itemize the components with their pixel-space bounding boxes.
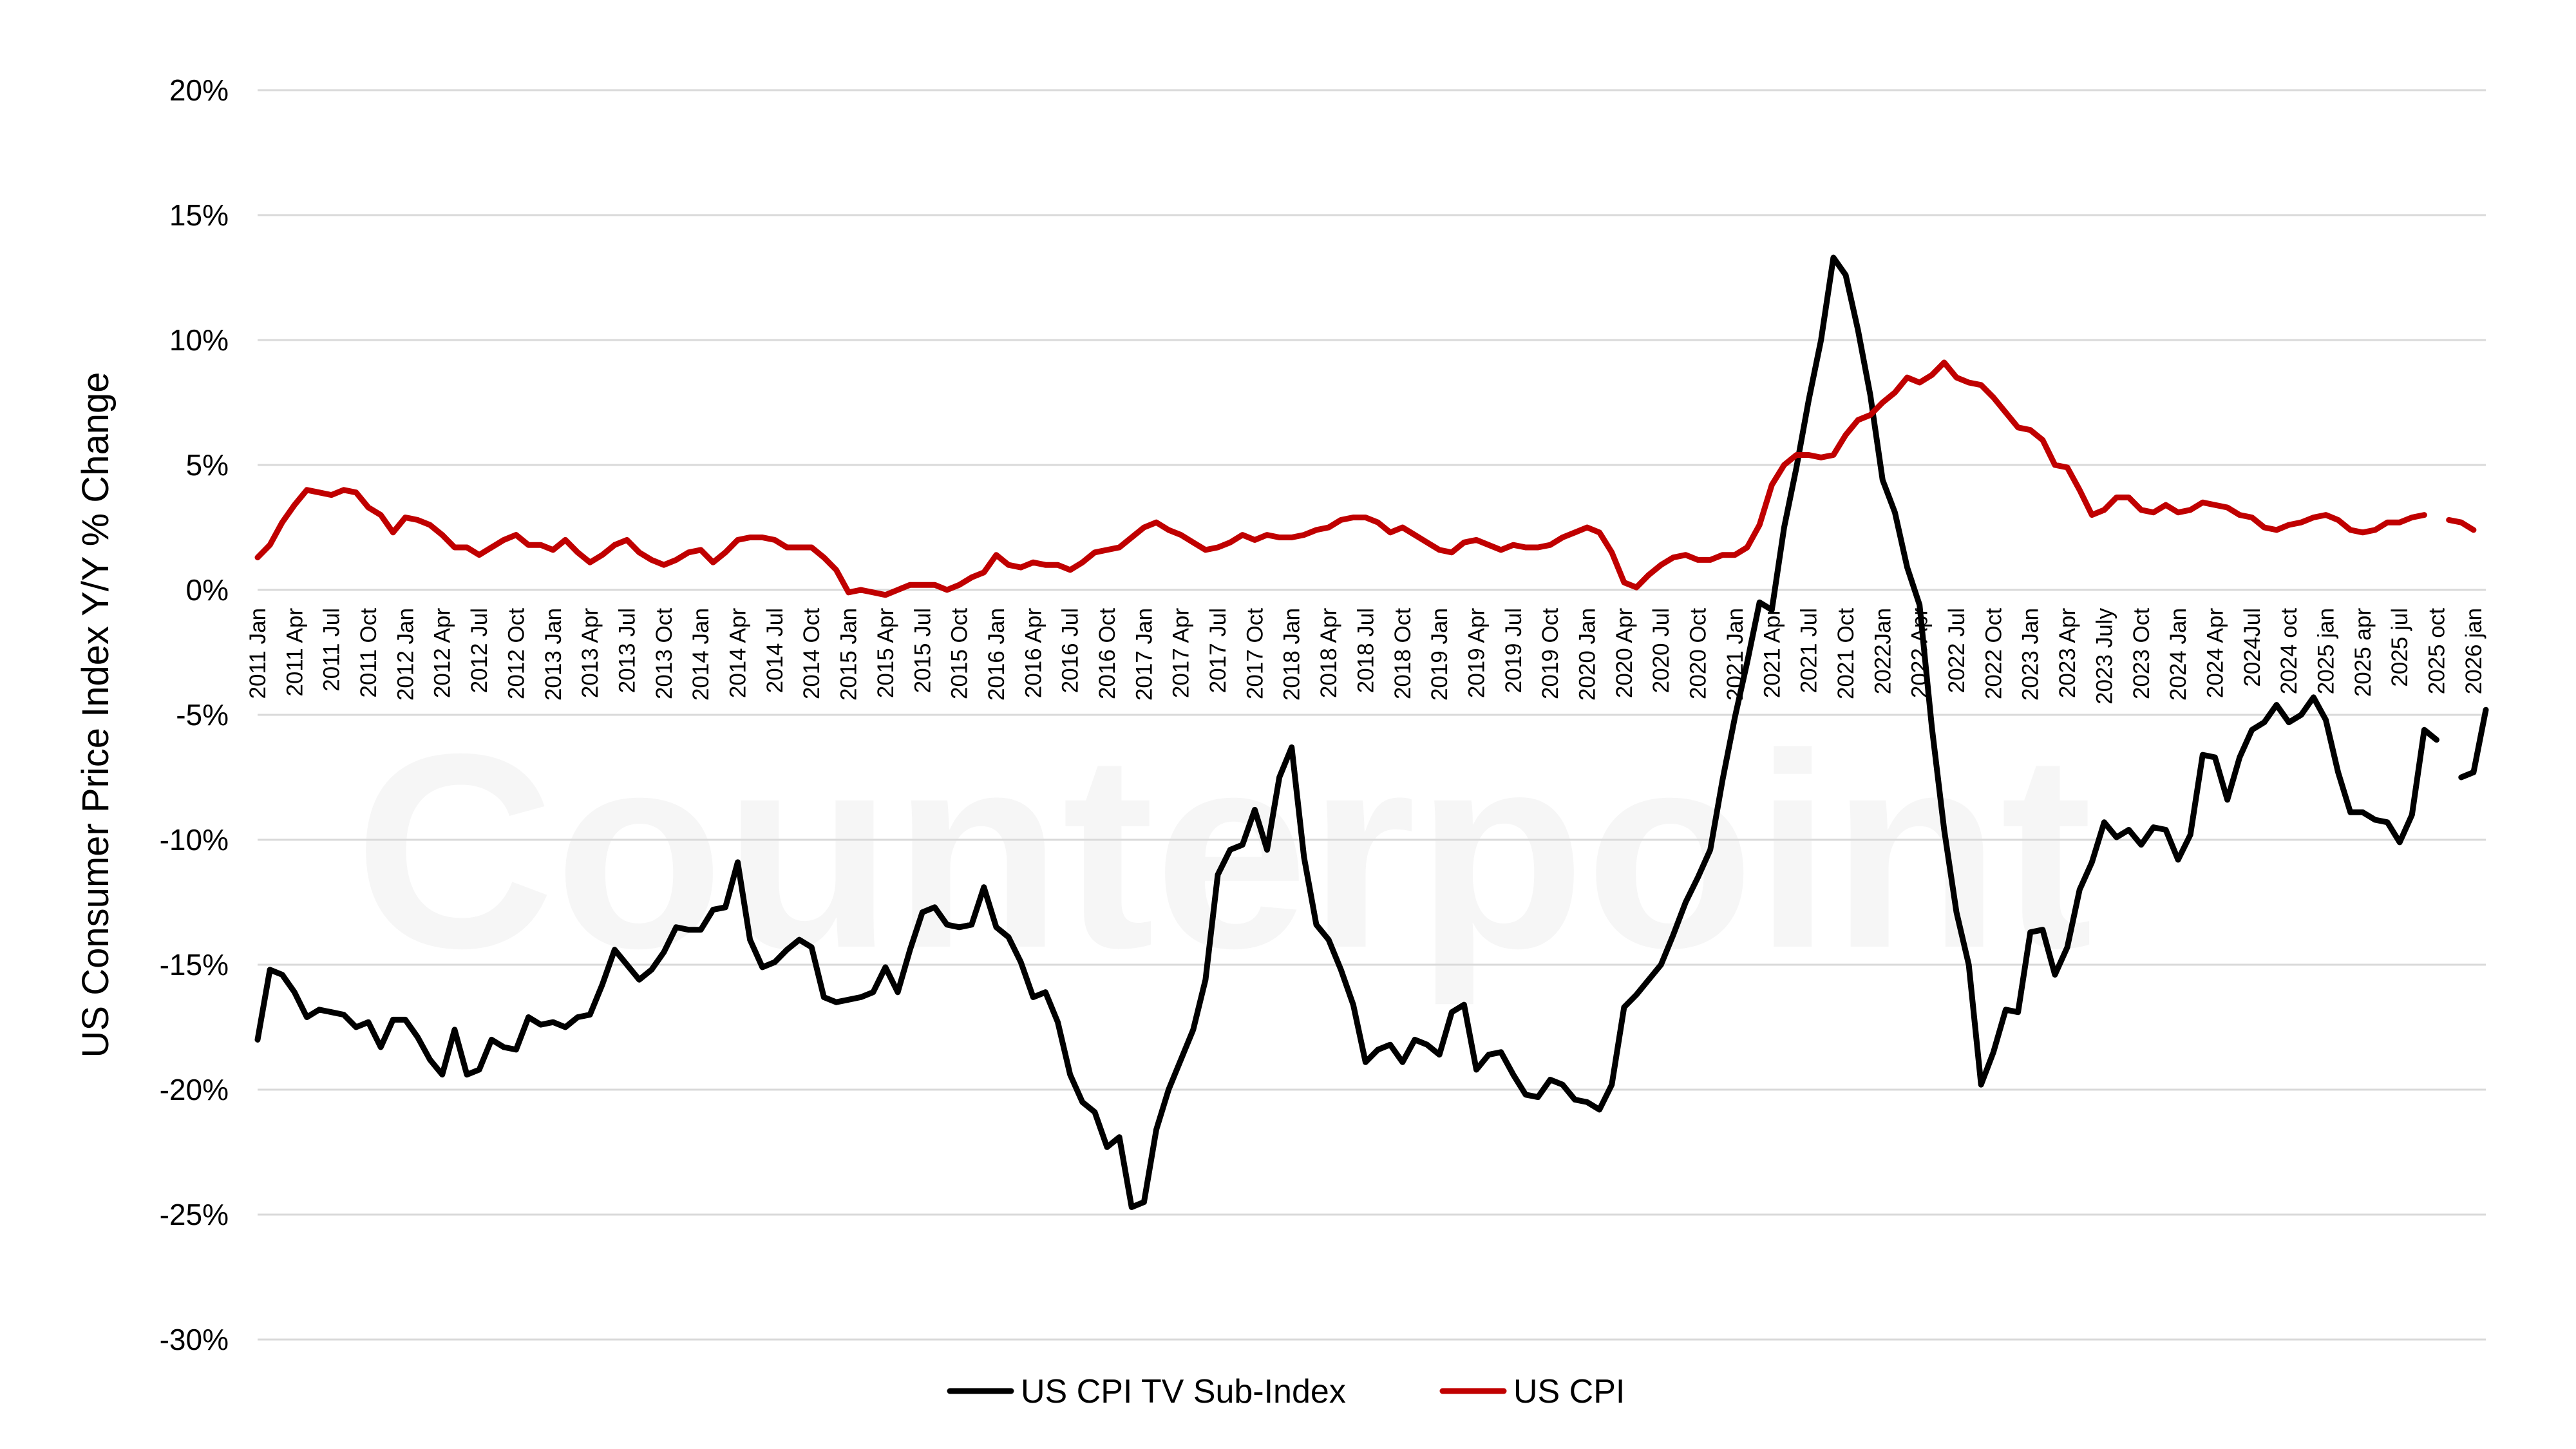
x-tick-label: 2012 Jan [393, 608, 418, 701]
y-tick-label: 5% [186, 448, 229, 482]
x-tick-label: 2011 Apr [282, 608, 307, 697]
y-tick-label: -10% [160, 823, 229, 857]
x-tick-label: 2021 Apr [1759, 608, 1785, 698]
x-tick-label: 2014 Oct [799, 608, 824, 699]
x-tick-label: 2022Jan [1870, 608, 1895, 694]
x-tick-label: 2018 Oct [1390, 608, 1416, 699]
y-tick-label: 20% [169, 73, 229, 107]
x-tick-label: 2015 Jul [910, 608, 935, 693]
x-tick-label: 2013 Jul [614, 608, 639, 693]
x-tick-label: 2021 Jul [1797, 608, 1822, 693]
x-tick-label: 2012 Apr [430, 608, 455, 698]
y-axis-ticks: 20% 15% 10% 5% 0% -5% -10% -15% -20% -25% -30% [160, 73, 229, 1356]
x-tick-label: 2016 Apr [1021, 608, 1046, 698]
x-tick-label: 2017 Apr [1169, 608, 1194, 698]
series-lines [254, 254, 2489, 1210]
x-tick-label: 2017 Jul [1206, 608, 1231, 693]
x-tick-label: 2018 Jul [1353, 608, 1378, 693]
y-tick-label: -30% [160, 1323, 229, 1356]
x-tick-label: 2025 jul [2387, 608, 2412, 687]
x-tick-label: 2015 Oct [947, 608, 972, 699]
x-tick-label: 2020 Oct [1686, 608, 1711, 699]
y-tick-label: -25% [160, 1198, 229, 1231]
x-tick-label: 2014 Jul [762, 608, 788, 693]
y-tick-label: 10% [169, 323, 229, 357]
x-tick-label: 2020 Apr [1612, 608, 1637, 698]
x-tick-label: 2012 Jul [467, 608, 492, 693]
x-tick-label: 2023 July [2092, 608, 2117, 705]
legend: US CPI TV Sub-Index US CPI [947, 1373, 1625, 1410]
x-tick-label: 2022 Apr [1908, 608, 1933, 698]
gridlines [258, 89, 2486, 1341]
legend-label: US CPI [1513, 1373, 1625, 1410]
x-tick-label: 2017 Oct [1242, 608, 1267, 699]
x-axis-ticks: 2011 Jan 2011 Apr 2011 Jul 2011 Oct 2012 Jan… [245, 608, 2486, 705]
x-tick-label: 2016 Jan [984, 608, 1009, 701]
x-tick-label: 2024Jul [2240, 608, 2265, 687]
x-tick-label: 2024 oct [2277, 608, 2302, 695]
x-tick-label: 2025 oct [2425, 608, 2450, 695]
x-tick-label: 2019 Jan [1427, 608, 1452, 701]
x-tick-label: 2020 Jan [1575, 608, 1600, 701]
x-tick-label: 2013 Jan [541, 608, 566, 701]
y-tick-label: -20% [160, 1073, 229, 1106]
x-tick-label: 2018 Apr [1316, 608, 1341, 698]
x-tick-label: 2013 Oct [652, 608, 677, 699]
legend-label: US CPI TV Sub-Index [1021, 1373, 1346, 1410]
y-tick-label: 15% [169, 198, 229, 232]
x-tick-label: 2017 Jan [1132, 608, 1157, 701]
x-tick-label: 2023 Apr [2055, 608, 2080, 698]
x-tick-label: 2025 apr [2351, 608, 2376, 697]
watermark: Counterpoint [355, 697, 2093, 1007]
x-tick-label: 2014 Jan [688, 608, 714, 701]
y-axis-label: US Consumer Price Index Y/Y % Change [75, 372, 117, 1058]
x-tick-label: 2015 Apr [873, 608, 898, 698]
x-tick-label: 2015 Jan [837, 608, 862, 701]
x-tick-label: 2016 Jul [1058, 608, 1083, 693]
series-line [254, 359, 2477, 598]
x-tick-label: 2013 Apr [578, 608, 603, 698]
y-tick-label: -15% [160, 948, 229, 981]
x-tick-label: 2025 jan [2313, 608, 2338, 694]
x-tick-label: 2019 Oct [1538, 608, 1563, 699]
x-tick-label: 2022 Oct [1981, 608, 2006, 699]
x-tick-label: 2024 Apr [2202, 608, 2228, 698]
x-tick-label: 2019 Apr [1464, 608, 1489, 698]
y-tick-label: 0% [186, 573, 229, 607]
x-tick-label: 2011 Jul [319, 608, 345, 692]
x-tick-label: 2020 Jul [1649, 608, 1674, 693]
x-tick-label: 2018 Jan [1280, 608, 1305, 701]
series-line [254, 254, 2489, 1210]
x-tick-label: 2014 Apr [726, 608, 751, 698]
x-tick-label: 2023 Oct [2129, 608, 2154, 699]
x-tick-label: 2011 Jan [245, 608, 270, 699]
y-tick-label: -5% [176, 698, 229, 732]
x-tick-label: 2019 Jul [1501, 608, 1526, 693]
x-tick-label: 2012 Oct [504, 608, 529, 699]
x-tick-label: 2024 Jan [2166, 608, 2191, 701]
x-tick-label: 2011 Oct [356, 608, 381, 698]
x-tick-label: 2023 Jan [2018, 608, 2043, 701]
x-tick-label: 2026 jan [2461, 608, 2486, 694]
x-tick-label: 2021 Oct [1833, 608, 1859, 699]
x-tick-label: 2016 Oct [1095, 608, 1120, 699]
x-tick-label: 2022 Jul [1944, 608, 1969, 693]
x-tick-label: 2021 Jan [1723, 608, 1748, 701]
